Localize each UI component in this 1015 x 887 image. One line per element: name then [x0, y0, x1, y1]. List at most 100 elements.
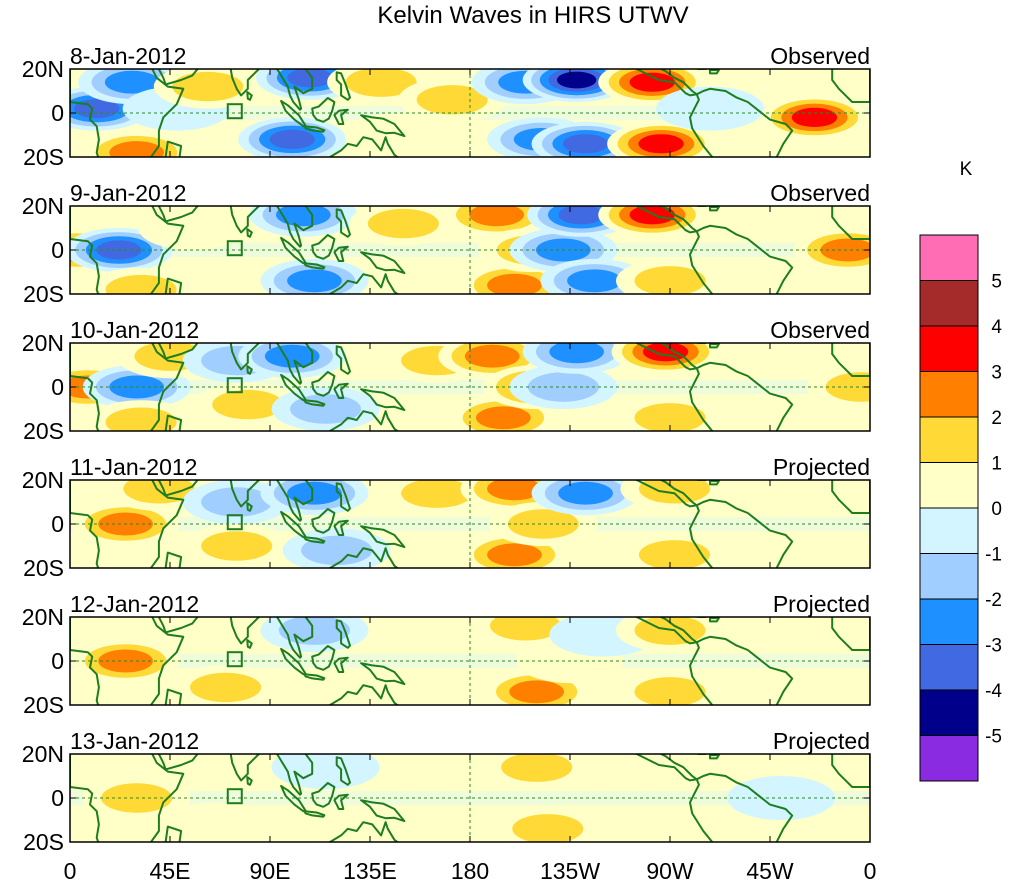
coastline-18: [709, 343, 720, 349]
coastline-14: [337, 58, 341, 65]
contour-level-3: [558, 481, 613, 505]
contour-level-3: [469, 206, 524, 227]
coastline-9: [311, 234, 336, 260]
anomaly-field: [70, 480, 870, 568]
coastline-6: [275, 617, 314, 659]
anomaly-5: [249, 206, 358, 237]
reference-box: [226, 240, 243, 257]
colorbar-label: -5: [985, 727, 1002, 748]
coastline-10: [333, 793, 349, 810]
colorbar-swatch: [919, 735, 979, 782]
anomaly-15: [616, 258, 724, 294]
anomaly-4: [482, 754, 591, 790]
coastline-12: [360, 662, 406, 686]
coastline-19: [831, 206, 870, 240]
panel-date: 11-Jan-2012: [70, 454, 197, 480]
contour-level-3: [487, 543, 542, 567]
coastline-18: [709, 480, 720, 486]
contour-level-2: [825, 372, 870, 402]
coastline-3: [164, 140, 183, 157]
contour-level-1: [382, 617, 491, 653]
colorbar-label: 5: [991, 272, 1002, 293]
anomaly-4: [87, 400, 196, 431]
coastline-13: [327, 684, 400, 705]
colorbar-swatch: [919, 416, 979, 463]
coastlines: [70, 58, 870, 157]
panel-status: Observed: [770, 180, 870, 206]
anomaly-16: [607, 121, 716, 157]
colorbar-swatch: [919, 462, 979, 509]
coastline-3: [164, 825, 183, 842]
colorbar-label: -1: [985, 545, 1002, 566]
anomaly-7: [382, 480, 491, 516]
panel-5: 20N 0 20S 12-Jan-2012 Projected: [22, 591, 871, 718]
x-tick-label: 0: [864, 858, 877, 884]
coastline-13: [327, 821, 400, 842]
coastline-18: [709, 754, 720, 760]
coastlines: [70, 343, 870, 431]
y-tick-label: 20S: [23, 281, 64, 307]
anomaly-17: [807, 365, 870, 409]
coastline-13: [327, 273, 400, 294]
contour-level-4: [629, 206, 675, 225]
coastline-17: [693, 480, 707, 481]
coastline-6: [275, 343, 314, 385]
coastline-2: [157, 754, 199, 771]
y-tick-label: 20N: [22, 330, 64, 356]
y-tick-label: 0: [51, 374, 64, 400]
contour-level-5: [556, 71, 597, 89]
anomaly-5: [153, 69, 262, 109]
panel-status: Projected: [773, 454, 870, 480]
y-tick-label: 0: [51, 237, 64, 263]
coastline-8: [303, 536, 326, 544]
coastline-2: [157, 343, 199, 360]
contour-level-2: [512, 814, 584, 842]
contour-level-1: [160, 802, 269, 842]
y-tick-label: 20N: [22, 467, 64, 493]
coastline-2: [157, 480, 199, 497]
coastline-16: [689, 772, 794, 842]
coastline-5: [246, 502, 253, 512]
y-tick-label: 0: [51, 511, 64, 537]
panel-status: Observed: [770, 317, 870, 343]
contour-level-4: [638, 134, 684, 154]
contour-level-3: [549, 343, 604, 364]
coastline-1: [70, 754, 185, 842]
coastline-16: [689, 498, 794, 568]
coastline-6: [275, 480, 314, 522]
coastline-4: [229, 617, 261, 645]
coastline-17: [693, 206, 707, 207]
coastline-18: [709, 617, 720, 623]
coastline-11: [335, 71, 351, 101]
y-tick-label: 20S: [23, 144, 64, 170]
coastline-19: [831, 343, 870, 377]
anomaly-6: [260, 258, 369, 294]
y-tick-label: 20S: [23, 692, 64, 718]
contour-level-1: [138, 206, 247, 250]
anomaly-4: [138, 206, 247, 250]
anomaly-7: [349, 206, 458, 246]
coastline-5: [246, 228, 253, 238]
panel-date: 8-Jan-2012: [70, 43, 186, 69]
contour-level-2: [201, 487, 273, 517]
coastline-12: [360, 251, 406, 275]
anomaly-10: [438, 343, 547, 379]
coastline-6: [275, 754, 314, 796]
contour-level-3: [487, 273, 542, 294]
colorbar-swatch: [919, 644, 979, 691]
coastline-3: [164, 414, 183, 431]
anomaly-6: [604, 754, 713, 790]
panel-status: Projected: [773, 728, 870, 754]
coastline-10: [333, 656, 349, 673]
panel-2: 20N 0 20S 9-Jan-2012 Observed: [22, 180, 871, 307]
coastline-10: [333, 382, 349, 399]
contour-level-3: [287, 269, 342, 293]
panel-status: Projected: [773, 591, 870, 617]
coastline-12: [360, 114, 406, 138]
coastline-12: [360, 799, 406, 823]
colorbar-swatch: [919, 280, 979, 327]
coastline-8: [303, 810, 326, 818]
contour-level-4: [558, 206, 604, 225]
anomaly-field: [70, 69, 870, 157]
contour-level-3: [109, 141, 164, 157]
